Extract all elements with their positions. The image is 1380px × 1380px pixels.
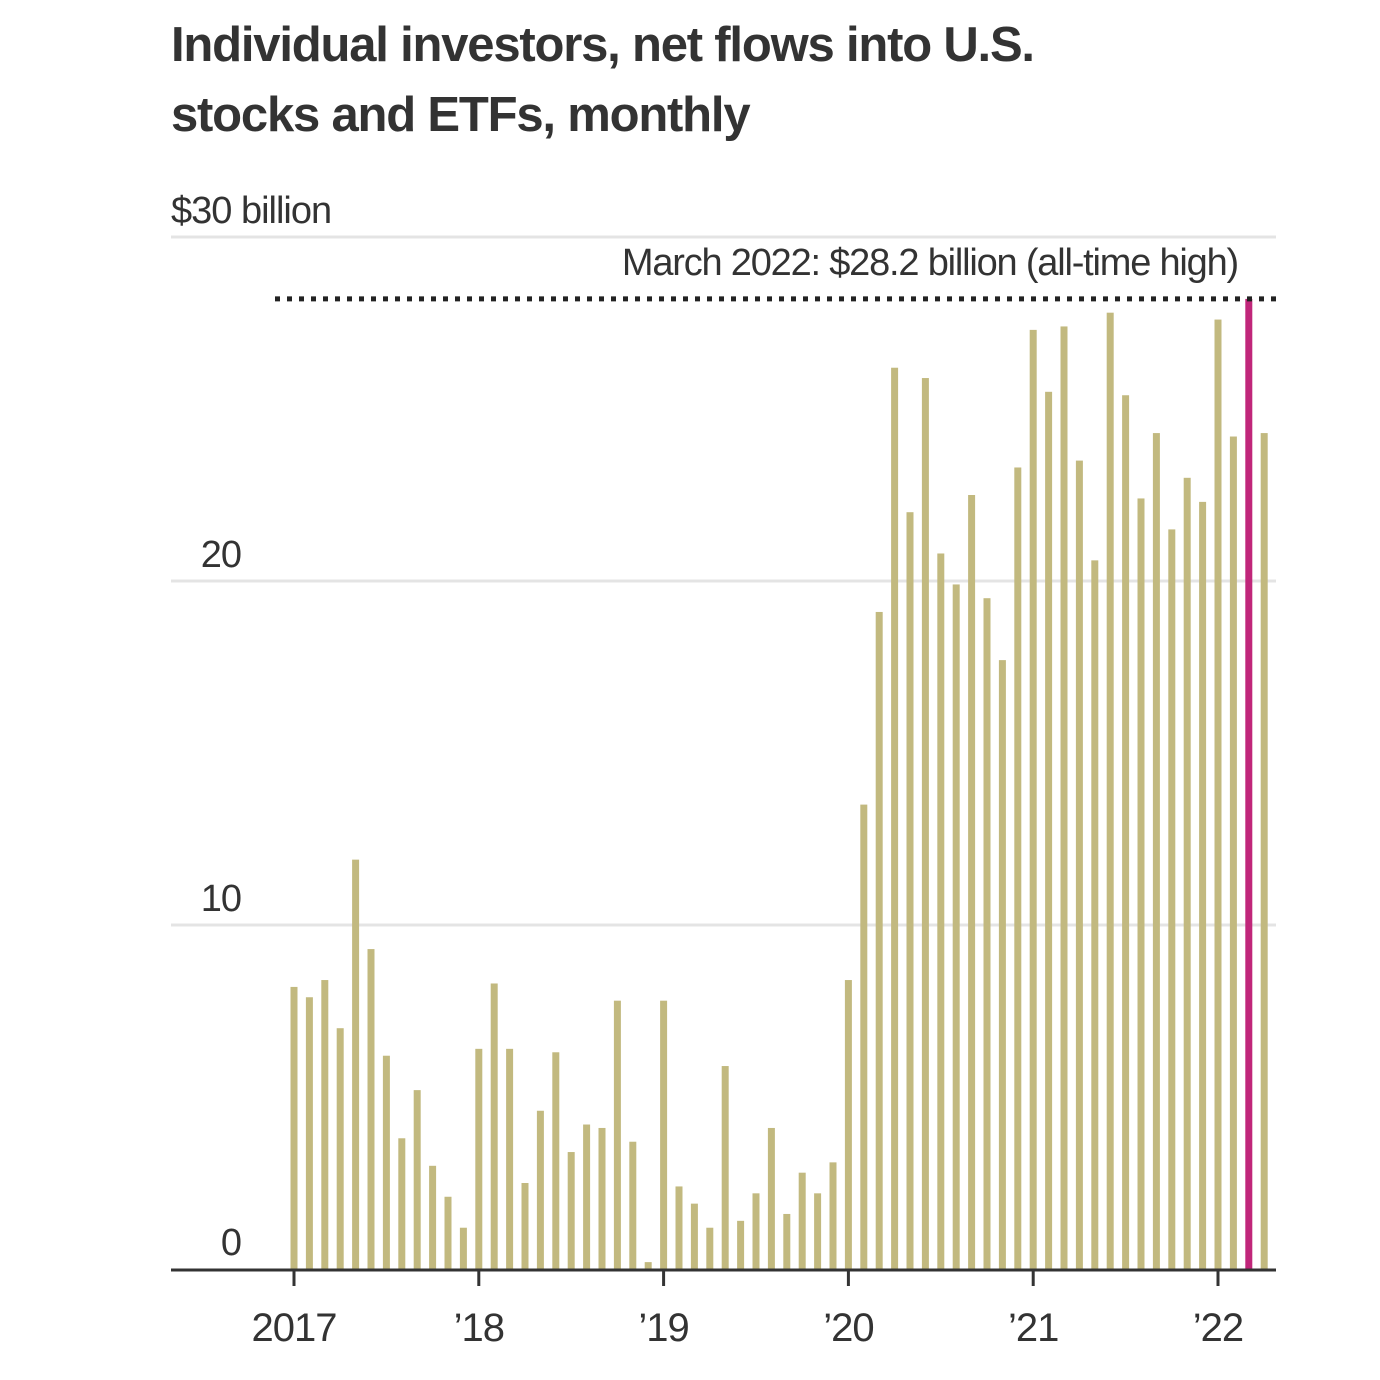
bar — [598, 1127, 606, 1269]
bar — [413, 1090, 421, 1269]
bar — [1260, 433, 1268, 1270]
bar — [844, 980, 852, 1269]
bar — [613, 1000, 621, 1269]
bar — [644, 1262, 652, 1269]
bar — [1199, 501, 1207, 1269]
bar — [690, 1203, 698, 1269]
bar — [1152, 433, 1160, 1270]
bar — [1045, 391, 1053, 1269]
bar — [382, 1055, 390, 1269]
y-tick-label: 10 — [201, 878, 241, 920]
bar — [429, 1165, 437, 1269]
bar — [891, 367, 899, 1270]
bar — [906, 512, 914, 1269]
bar — [921, 378, 929, 1269]
bar — [1168, 529, 1176, 1269]
bar — [783, 1213, 791, 1269]
x-tick-label: ’19 — [638, 1306, 688, 1350]
bar — [1137, 498, 1145, 1269]
bar — [1122, 395, 1130, 1269]
bar — [459, 1227, 467, 1269]
bar — [1183, 477, 1191, 1269]
bar — [290, 986, 298, 1269]
bar — [398, 1138, 406, 1269]
x-tick-label: ’22 — [1193, 1306, 1243, 1350]
x-tick-label: ’18 — [454, 1306, 504, 1350]
bar — [952, 584, 960, 1269]
x-axis-ticks: 2017 ’18 ’19 ’20 ’21 ’22 — [252, 1269, 1244, 1350]
bar — [860, 804, 868, 1269]
bar — [552, 1052, 560, 1269]
annotation-label: March 2022: $28.2 billion (all-time high… — [622, 242, 1238, 284]
bar — [536, 1110, 544, 1269]
bar — [875, 611, 883, 1269]
bar — [814, 1193, 822, 1269]
bar — [737, 1220, 745, 1269]
bar — [1060, 326, 1068, 1269]
bar — [937, 553, 945, 1269]
bar — [1014, 467, 1022, 1270]
bar — [798, 1172, 806, 1269]
bar — [1106, 312, 1114, 1269]
bar — [321, 980, 329, 1269]
chart-title: Individual investors, net flows into U.S… — [171, 18, 1035, 142]
y-tick-label: 20 — [201, 534, 241, 576]
bar — [1229, 436, 1237, 1269]
bar — [336, 1028, 344, 1269]
y-tick-label: 0 — [221, 1222, 241, 1264]
y-axis-labels: 0 10 20 $30 billion — [171, 190, 332, 1264]
bar — [521, 1183, 529, 1269]
bar — [352, 859, 360, 1269]
bar — [998, 660, 1006, 1269]
bar — [629, 1141, 637, 1269]
x-tick-label: 2017 — [252, 1306, 337, 1350]
bar — [1214, 319, 1222, 1269]
bar — [767, 1127, 775, 1269]
bar — [983, 598, 991, 1269]
bar — [305, 997, 313, 1269]
bar — [444, 1196, 452, 1269]
bar — [752, 1193, 760, 1269]
bar — [721, 1066, 729, 1269]
bar — [829, 1162, 837, 1269]
bar — [968, 495, 976, 1269]
bar — [506, 1048, 514, 1269]
bar — [706, 1227, 714, 1269]
bar — [675, 1186, 683, 1269]
bar — [490, 983, 498, 1269]
y-tick-label: $30 billion — [171, 190, 331, 232]
bar — [367, 949, 375, 1269]
bar — [475, 1048, 483, 1269]
x-tick-label: ’21 — [1008, 1306, 1058, 1350]
x-tick-label: ’20 — [823, 1306, 873, 1350]
bar — [1075, 460, 1083, 1270]
bar — [583, 1124, 591, 1269]
bar — [1091, 560, 1099, 1269]
bar — [1029, 329, 1037, 1269]
bar-highlight — [1245, 298, 1253, 1269]
bar — [660, 1000, 668, 1269]
bar — [567, 1152, 575, 1269]
bars — [290, 298, 1268, 1270]
